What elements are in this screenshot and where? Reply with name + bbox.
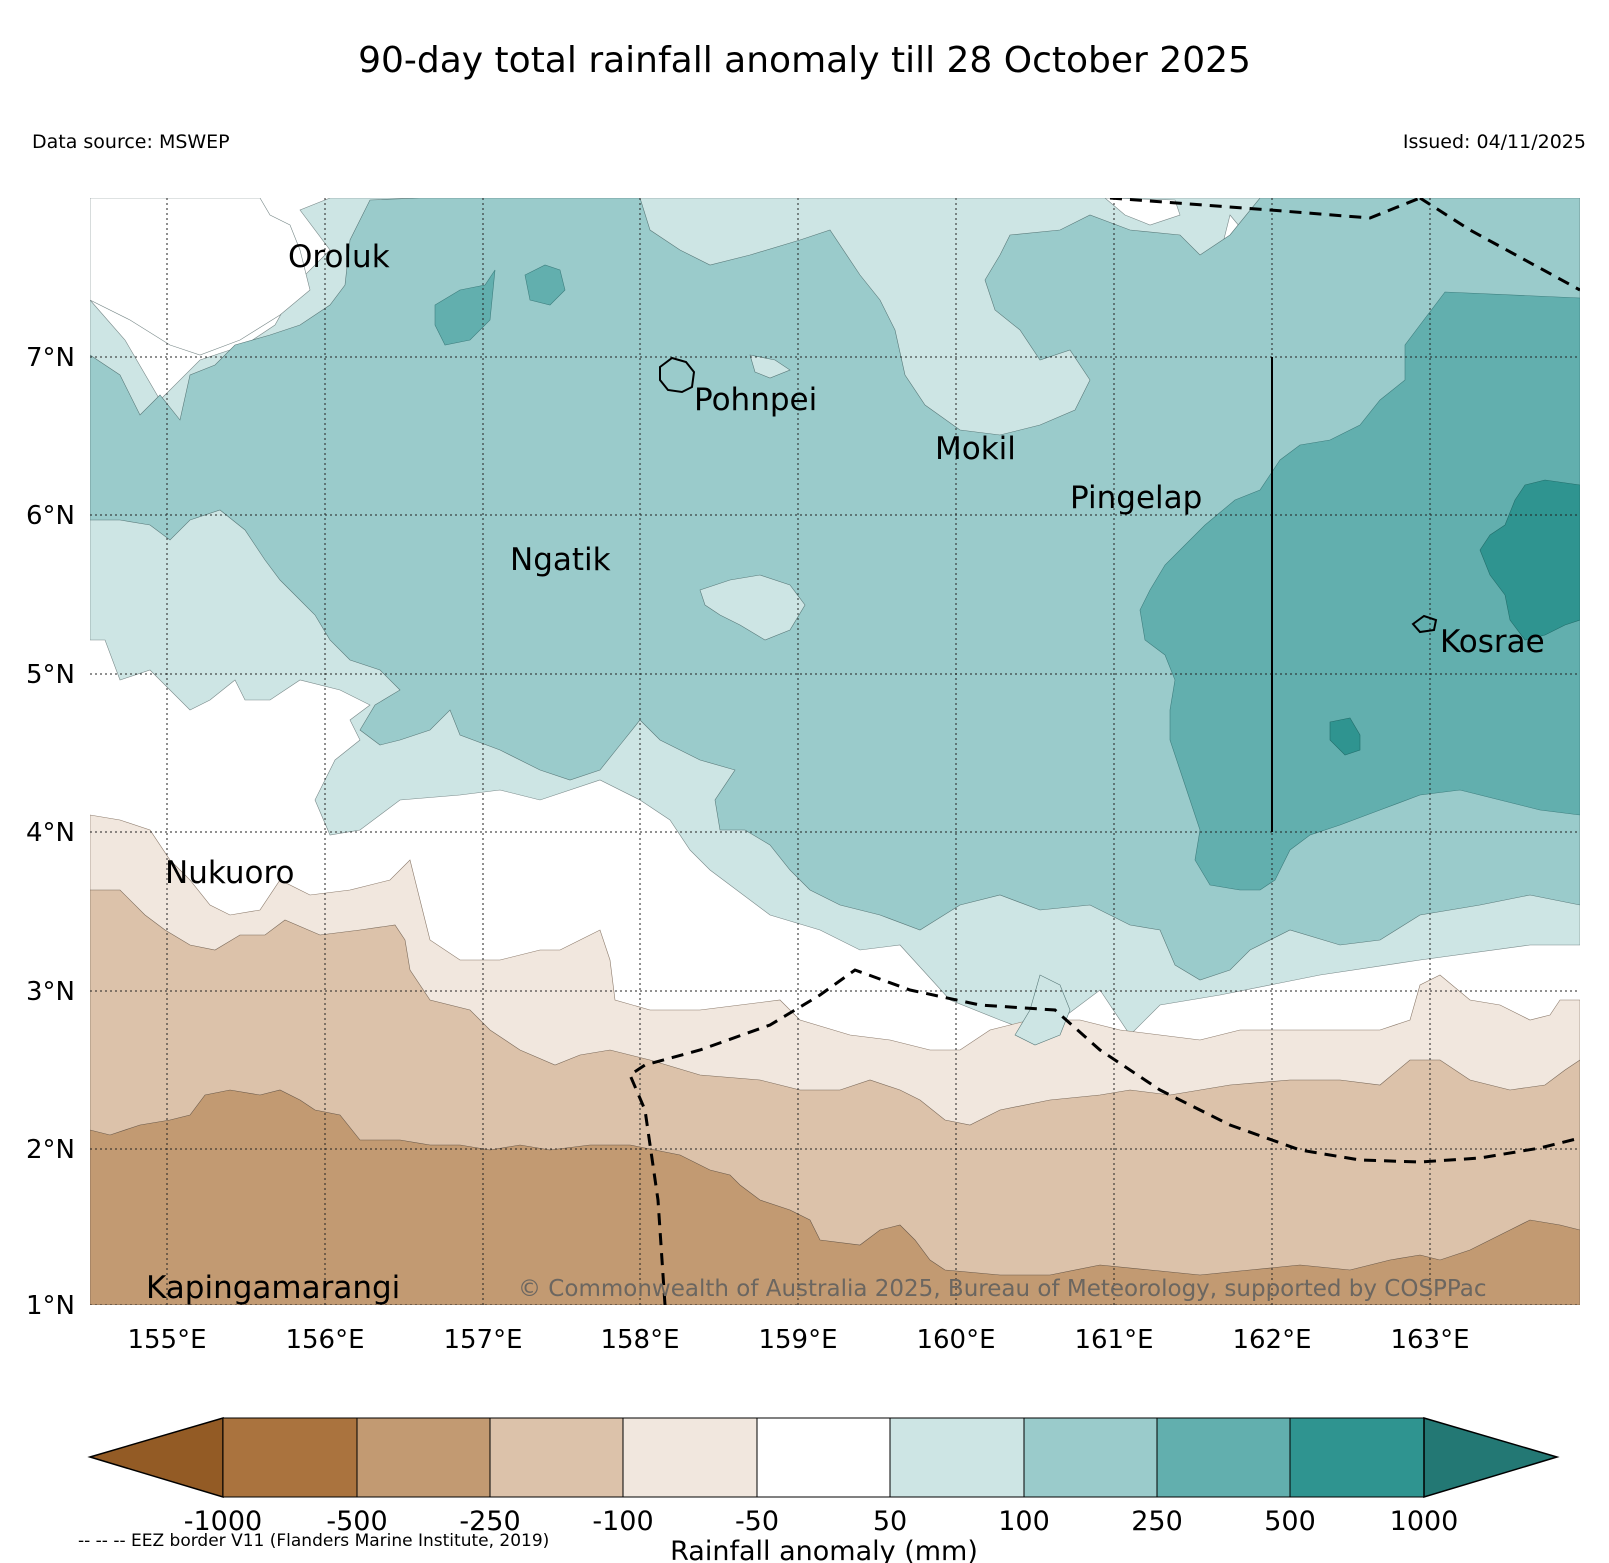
colorbar-tick: 500 — [1264, 1506, 1316, 1537]
lon-tick: 157°E — [443, 1325, 522, 1355]
wet-250-500-patch — [524, 264, 566, 306]
colorbar-tick: -1000 — [184, 1506, 262, 1537]
place-label: Kosrae — [1440, 624, 1545, 660]
colorbar-tick: 100 — [998, 1506, 1050, 1537]
neutral-patch — [1104, 198, 1181, 226]
lat-tick: 3°N — [26, 977, 75, 1007]
colorbar-min-arrow — [87, 1416, 224, 1499]
place-label: Pingelap — [1070, 480, 1202, 516]
lon-tick: 158°E — [600, 1325, 679, 1355]
pohnpei-island-shape — [659, 356, 696, 394]
lon-axis: 155°E 156°E 157°E 158°E 159°E 160°E 161°… — [127, 1325, 1469, 1355]
eez-legend-note: -- -- -- EEZ border V11 (Flanders Marine… — [78, 1531, 550, 1551]
lon-tick: 155°E — [127, 1325, 206, 1355]
colorbar-tick: -100 — [592, 1506, 653, 1537]
wet-250-500-zone — [1139, 291, 1580, 891]
colorbar-tick: -250 — [459, 1506, 520, 1537]
anomaly-field: Oroluk Pohnpei Mokil Pingelap Ngatik Kos… — [90, 198, 1580, 1306]
lat-axis: 7°N 6°N 5°N 4°N 3°N 2°N 1°N — [26, 343, 75, 1321]
colorbar-segment — [622, 1417, 758, 1498]
issued-date: Issued: 04/11/2025 — [1402, 131, 1586, 153]
colorbar-max-arrow — [1423, 1416, 1560, 1499]
colorbar-tick: 250 — [1131, 1506, 1183, 1537]
kosrae-island-shape — [1411, 614, 1438, 634]
colorbar: -1000 -500 -250 -100 -50 50 100 250 500 … — [87, 1416, 1560, 1563]
colorbar-segment — [756, 1417, 891, 1498]
copyright-note: © Commonwealth of Australia 2025, Bureau… — [518, 1276, 1487, 1302]
place-label: Pohnpei — [694, 382, 817, 418]
place-label: Nukuoro — [165, 855, 294, 891]
map-title: 90-day total rainfall anomaly till 28 Oc… — [358, 40, 1251, 81]
lon-tick: 156°E — [285, 1325, 364, 1355]
lat-tick: 2°N — [26, 1135, 75, 1165]
colorbar-tick: -50 — [735, 1506, 779, 1537]
wet-50-100-patch — [749, 354, 791, 379]
eez-borders — [628, 198, 1580, 1305]
place-label: Ngatik — [510, 542, 611, 578]
colorbar-segment — [889, 1417, 1025, 1498]
wet-50-100-patch — [699, 574, 806, 641]
colorbar-tick: -500 — [326, 1506, 387, 1537]
dry-250-500-zone — [90, 1089, 1580, 1305]
neutral-patch — [90, 198, 311, 356]
colorbar-tick: 50 — [873, 1506, 907, 1537]
colorbar-tick: 1000 — [1390, 1506, 1459, 1537]
lon-tick: 162°E — [1232, 1325, 1311, 1355]
wet-500-1000-zone — [1479, 479, 1580, 641]
colorbar-segment — [222, 1417, 358, 1498]
lon-tick: 160°E — [916, 1325, 995, 1355]
data-source: Data source: MSWEP — [32, 131, 230, 153]
colorbar-segment — [1289, 1417, 1425, 1498]
lat-tick: 5°N — [26, 660, 75, 690]
colorbar-segment — [489, 1417, 624, 1498]
place-label: Kapingamarangi — [146, 1270, 400, 1306]
colorbar-segment — [356, 1417, 491, 1498]
lat-tick: 6°N — [26, 501, 75, 531]
lon-tick: 161°E — [1074, 1325, 1153, 1355]
colorbar-segment — [1156, 1417, 1291, 1498]
wet-250-500-patch — [434, 269, 496, 346]
colorbar-label: Rainfall anomaly (mm) — [670, 1536, 978, 1563]
wet-50-100-patch — [1014, 974, 1071, 1046]
colorbar-segment — [1023, 1417, 1158, 1498]
graticule — [90, 198, 1580, 1305]
place-label: Oroluk — [288, 239, 390, 275]
place-label: Mokil — [935, 431, 1016, 467]
lon-tick: 163°E — [1390, 1325, 1469, 1355]
lat-tick: 7°N — [26, 343, 75, 373]
lat-tick: 4°N — [26, 818, 75, 848]
wet-500-1000-patch — [1329, 717, 1361, 756]
lon-tick: 159°E — [758, 1325, 837, 1355]
lat-tick: 1°N — [26, 1291, 75, 1321]
